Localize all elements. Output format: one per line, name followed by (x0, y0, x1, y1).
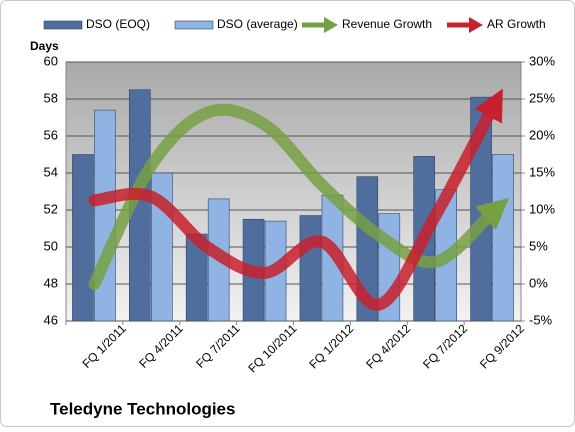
y-tick-label: 48 (44, 275, 58, 290)
y-tick-label: 54 (44, 164, 58, 179)
y-tick-label: 46 (44, 312, 58, 327)
legend-label: DSO (average) (217, 17, 298, 31)
legend-arrow (469, 17, 483, 33)
y-axis-label: Days (30, 39, 59, 53)
chart-title: Teledyne Technologies (50, 399, 235, 418)
y2-tick-label: 5% (529, 238, 548, 253)
y2-tick-label: 0% (529, 275, 548, 290)
y-tick-label: 58 (44, 90, 58, 105)
y2-tick-label: 30% (529, 53, 555, 68)
legend-swatch (43, 20, 83, 30)
legend-label: AR Growth (487, 17, 546, 31)
y2-tick-label: 25% (529, 90, 555, 105)
line (88, 88, 503, 311)
bar (492, 154, 514, 322)
y-tick-label: 50 (44, 238, 58, 253)
legend-label: DSO (EOQ) (86, 17, 150, 31)
bar (94, 109, 116, 322)
legend-swatch (174, 20, 214, 30)
y2-tick-label: -5% (529, 312, 553, 327)
line (88, 103, 510, 290)
y-tick-label: 60 (44, 53, 58, 68)
bar (299, 215, 322, 322)
legend-arrow (324, 17, 338, 33)
y2-tick-label: 15% (529, 164, 555, 179)
bar (72, 154, 94, 322)
legend-label: Revenue Growth (342, 17, 432, 31)
y2-tick-label: 10% (529, 201, 555, 216)
y2-tick-label: 20% (529, 127, 555, 142)
y-tick-label: 52 (44, 201, 58, 216)
y-tick-label: 56 (44, 127, 58, 142)
